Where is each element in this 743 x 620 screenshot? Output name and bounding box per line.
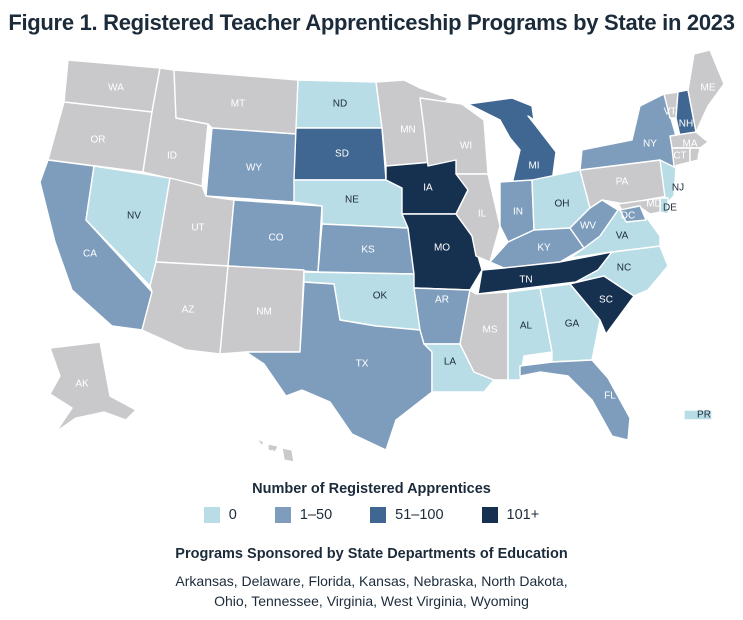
- state-label-sd: SD: [335, 149, 349, 160]
- state-label-ut: UT: [191, 223, 204, 234]
- labels-layer: WA OR CA NV ID MT WY UT CO AZ NM ND SD N…: [75, 83, 716, 460]
- state-label-nm: NM: [256, 307, 272, 318]
- state-label-pr: PR: [697, 410, 711, 421]
- state-pr: [683, 409, 713, 421]
- legend: 0 1–50 51–100 101+: [0, 507, 743, 523]
- state-label-wy: WY: [246, 163, 262, 174]
- state-fl: [519, 359, 631, 441]
- state-label-il: IL: [478, 209, 487, 220]
- legend-title: Number of Registered Apprentices: [252, 481, 491, 497]
- state-label-id: ID: [167, 151, 177, 162]
- state-label-nv: NV: [127, 211, 141, 222]
- state-ny: [579, 93, 681, 171]
- state-nj: [659, 159, 677, 205]
- state-ak: [49, 341, 137, 433]
- state-ri: [689, 147, 701, 163]
- legend-item-101-plus: 101+: [481, 507, 540, 523]
- state-label-ne: NE: [345, 195, 359, 206]
- state-label-ri: RI: [697, 153, 707, 164]
- legend-swatch-51-100: [370, 507, 387, 523]
- state-label-ia: IA: [423, 183, 433, 194]
- state-label-co: CO: [269, 233, 284, 244]
- state-label-ks: KS: [361, 245, 375, 256]
- legend-swatch-0: [203, 507, 220, 523]
- state-label-nj: NJ: [672, 183, 684, 194]
- state-label-pa: PA: [616, 177, 629, 188]
- state-label-mn: MN: [400, 125, 416, 136]
- state-label-tn: TN: [519, 275, 532, 286]
- state-mi: [467, 97, 557, 185]
- legend-label-0: 0: [228, 507, 237, 523]
- state-label-va: VA: [616, 231, 629, 242]
- state-label-ar: AR: [435, 295, 449, 306]
- state-label-de: DE: [663, 203, 677, 214]
- legend-swatch-101-plus: [481, 507, 498, 523]
- state-label-az: AZ: [182, 305, 195, 316]
- state-label-mt: MT: [231, 99, 245, 110]
- state-label-ms: MS: [483, 325, 498, 336]
- legend-item-1-50: 1–50: [274, 507, 333, 523]
- sponsored-programs-list: Arkansas, Delaware, Florida, Kansas, Neb…: [130, 571, 613, 611]
- state-label-ct: CT: [673, 151, 686, 162]
- state-label-md: MD: [646, 199, 662, 210]
- state-label-ok: OK: [373, 291, 388, 302]
- state-label-ca: CA: [83, 249, 97, 260]
- state-nc: [575, 245, 669, 297]
- state-label-ga: GA: [565, 319, 580, 330]
- sponsored-programs-title: Programs Sponsored by State Departments …: [175, 546, 568, 562]
- state-label-mi: MI: [528, 161, 539, 172]
- state-label-fl: FL: [604, 391, 616, 402]
- state-label-ky: KY: [537, 243, 551, 254]
- state-ma: [669, 131, 709, 149]
- state-label-nh: NH: [679, 119, 693, 130]
- legend-item-51-100: 51–100: [370, 507, 444, 523]
- state-label-dc: DC: [621, 211, 635, 222]
- figure-title: Figure 1. Registered Teacher Apprentices…: [8, 10, 735, 35]
- legend-label-51-100: 51–100: [395, 507, 444, 523]
- state-label-la: LA: [444, 357, 457, 368]
- state-label-ak: AK: [75, 379, 89, 390]
- legend-swatch-1-50: [274, 507, 291, 523]
- legend-label-101-plus: 101+: [506, 507, 540, 523]
- state-label-or: OR: [91, 135, 106, 146]
- state-label-sc: SC: [599, 295, 613, 306]
- state-label-ma: MA: [683, 139, 698, 150]
- states-layer: [39, 49, 725, 463]
- state-label-wa: WA: [108, 83, 124, 94]
- state-il: [455, 173, 501, 263]
- state-hi: [255, 437, 295, 463]
- state-label-tx: TX: [356, 359, 369, 370]
- legend-item-0: 0: [203, 507, 237, 523]
- state-label-me: ME: [701, 83, 716, 94]
- state-label-wv: WV: [580, 221, 596, 232]
- state-label-al: AL: [520, 321, 533, 332]
- state-label-oh: OH: [555, 199, 570, 210]
- state-label-nc: NC: [617, 263, 631, 274]
- state-label-vt: VT: [664, 107, 677, 118]
- state-label-in: IN: [513, 207, 523, 218]
- us-choropleth-map: WA OR CA NV ID MT WY UT CO AZ NM ND SD N…: [39, 49, 725, 463]
- state-label-hi: HI: [267, 449, 277, 460]
- state-label-nd: ND: [333, 99, 347, 110]
- state-dc: [619, 205, 647, 223]
- state-label-mo: MO: [434, 243, 450, 254]
- sponsored-list-line-1: Arkansas, Delaware, Florida, Kansas, Neb…: [175, 573, 568, 589]
- legend-label-1-50: 1–50: [299, 507, 333, 523]
- sponsored-list-line-2: Ohio, Tennessee, Virginia, West Virginia…: [214, 593, 529, 609]
- state-label-wi: WI: [460, 141, 472, 152]
- state-tx: [245, 281, 433, 451]
- state-label-ny: NY: [643, 139, 657, 150]
